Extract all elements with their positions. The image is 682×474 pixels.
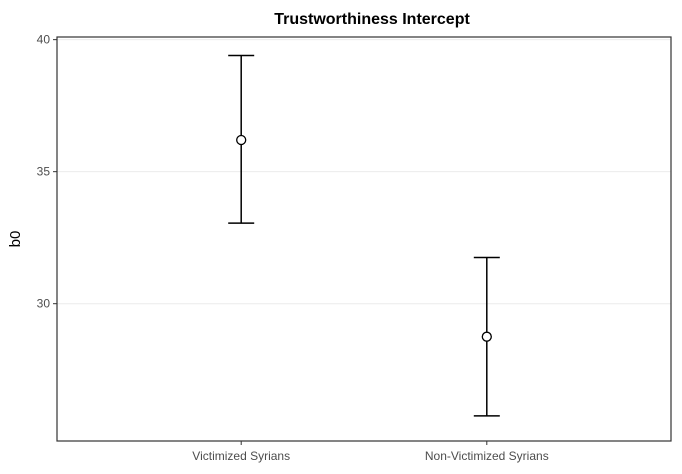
x-axis: Victimized Syrians Non-Victimized Syrians [192,441,549,463]
y-tick-label-40: 40 [37,33,51,47]
point-estimate-0 [236,134,247,146]
y-axis-title: b0 [7,231,24,248]
data-layer [228,54,500,417]
y-axis: 30 35 40 [37,33,57,311]
gridlines [57,39,671,305]
chart-title: Trustworthiness Intercept [274,11,470,28]
y-tick-label-35: 35 [37,165,51,179]
point-estimate-1 [481,331,492,342]
x-tick-label-0: Victimized Syrians [192,449,290,463]
y-tick-label-30: 30 [37,297,51,311]
x-tick-label-1: Non-Victimized Syrians [425,449,549,463]
panel-border [56,36,672,442]
